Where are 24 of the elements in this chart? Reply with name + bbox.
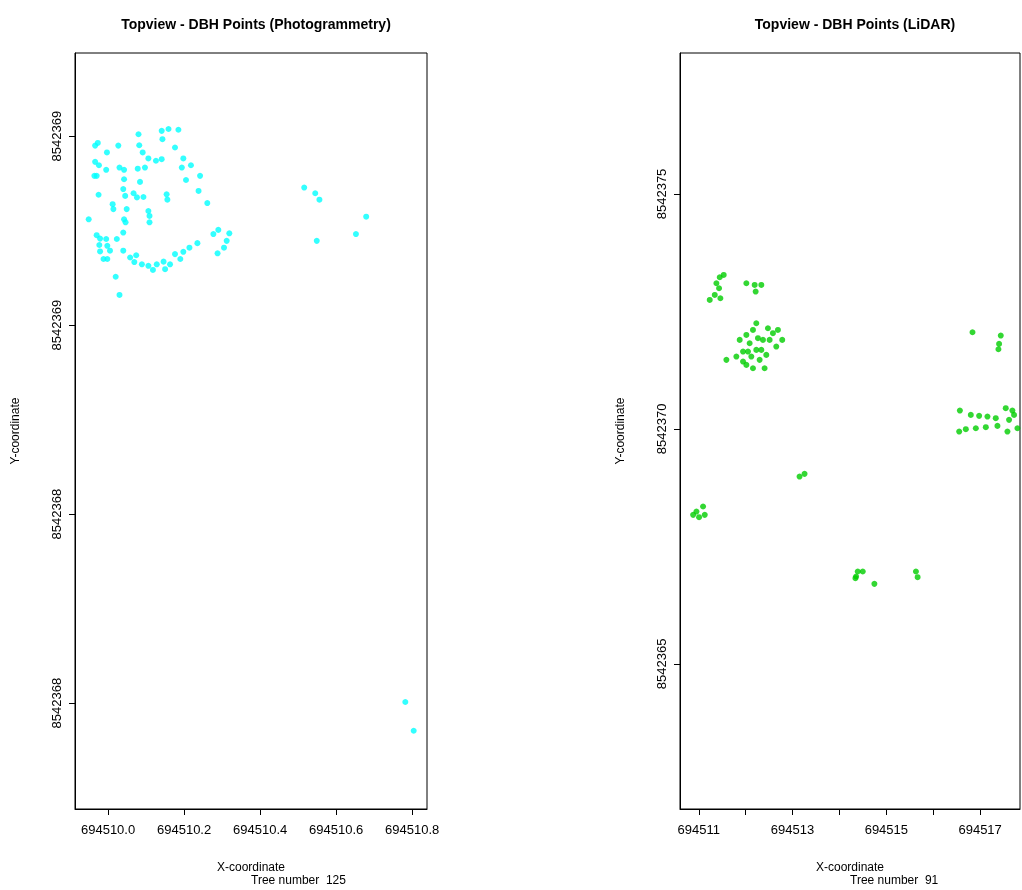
- x-tick-label: 694510.8: [385, 822, 440, 837]
- x-tick-label: 694515: [864, 822, 909, 837]
- y-tick-label: 8542370: [654, 403, 669, 455]
- y-tick-label: 8542369: [49, 110, 64, 162]
- x-tick-label: 694517: [958, 822, 1002, 837]
- x-tick-label: 694510.4: [233, 822, 288, 837]
- y-tick-label: 8542375: [654, 168, 669, 220]
- y-tick-label: 8542368: [49, 488, 64, 540]
- chart-title: Topview - DBH Points (LiDAR): [754, 16, 956, 32]
- y-tick-label: 8542369: [49, 299, 64, 351]
- y-axis-title: Y-coordinate: [8, 397, 22, 465]
- chart-title: Topview - DBH Points (Photogrammetry): [121, 16, 391, 32]
- y-tick-label: 8542368: [49, 677, 64, 729]
- x-tick-label: 694513: [770, 822, 815, 837]
- x-tick-label: 694510.0: [80, 822, 136, 837]
- y-axis-title: Y-coordinate: [613, 397, 627, 465]
- text: Tree number 91: [850, 873, 939, 887]
- y-tick-label: 8542365: [654, 638, 669, 690]
- x-axis-title: X-coordinate: [815, 860, 885, 874]
- x-tick-label: 694510.6: [309, 822, 364, 837]
- x-tick-label: 694510.2: [156, 822, 212, 837]
- text: Tree number 125: [250, 873, 347, 887]
- x-tick-label: 694511: [677, 822, 720, 837]
- x-axis-title: X-coordinate: [216, 860, 286, 874]
